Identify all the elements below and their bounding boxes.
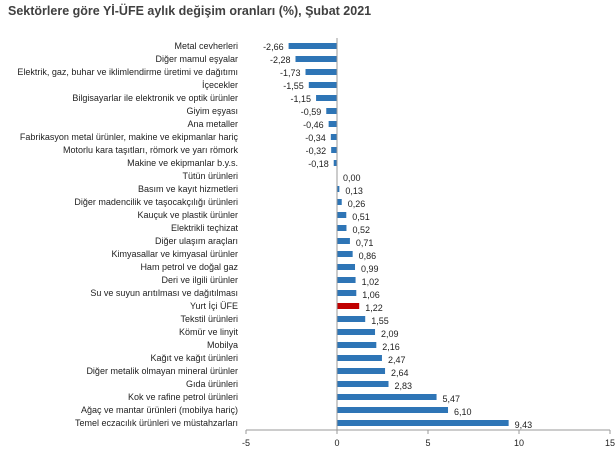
category-label: Ham petrol ve doğal gaz	[140, 262, 238, 272]
x-tick-label: 5	[425, 438, 430, 448]
x-tick-label: 10	[514, 438, 524, 448]
bar	[337, 407, 449, 413]
category-label: Metal cevherleri	[174, 41, 238, 51]
value-label: -2,28	[270, 55, 291, 65]
value-label: -0,34	[305, 133, 326, 143]
value-label: 0,71	[356, 238, 374, 248]
value-label: 0,52	[352, 225, 370, 235]
bar	[305, 69, 337, 75]
bar	[337, 277, 356, 283]
category-label: Tekstil ürünleri	[180, 314, 238, 324]
bar	[330, 134, 337, 140]
category-label: Makine ve ekipmanlar b.y.s.	[127, 158, 238, 168]
bar	[337, 264, 356, 270]
value-label: 0,00	[343, 173, 361, 183]
bar	[337, 342, 377, 348]
category-label: Gıda ürünleri	[186, 379, 238, 389]
bar	[308, 82, 337, 88]
category-label: Basım ve kayıt hizmetleri	[138, 184, 238, 194]
bar	[337, 381, 389, 387]
value-label: 1,06	[362, 290, 380, 300]
category-label: Kağıt ve kağıt ürünleri	[150, 353, 238, 363]
category-label: Motorlu kara taşıtları, römork ve yarı r…	[63, 145, 239, 155]
bar	[295, 56, 337, 62]
bar	[337, 368, 386, 374]
bar	[316, 95, 337, 101]
value-label: 2,64	[391, 368, 409, 378]
value-label: -0,18	[308, 159, 329, 169]
category-label: Ana metaller	[187, 119, 238, 129]
value-label: 0,99	[361, 264, 379, 274]
x-tick-label: 15	[605, 438, 615, 448]
value-label: 0,86	[359, 251, 377, 261]
category-label: Deri ve ilgili ürünler	[161, 275, 238, 285]
category-label: Fabrikasyon metal ürünler, makine ve eki…	[20, 132, 239, 142]
category-label: Kauçuk ve plastik ürünler	[137, 210, 238, 220]
value-label: 2,16	[382, 342, 400, 352]
value-label: -1,73	[280, 68, 301, 78]
bar	[337, 355, 382, 361]
bar	[337, 225, 347, 231]
value-label: -0,32	[306, 146, 327, 156]
category-label: Elektrik, gaz, buhar ve iklimlendirme ür…	[17, 67, 238, 77]
value-label: 0,13	[345, 186, 363, 196]
category-label: İçecekler	[202, 80, 238, 90]
category-label: Su ve suyun arıtılması ve dağıtılması	[90, 288, 238, 298]
value-label: 1,22	[365, 303, 383, 313]
category-label: Mobilya	[207, 340, 238, 350]
value-label: 0,51	[352, 212, 370, 222]
category-label: Diğer mamul eşyalar	[155, 54, 238, 64]
bar	[337, 316, 366, 322]
category-label: Kok ve rafine petrol ürünleri	[128, 392, 238, 402]
bar	[337, 420, 509, 426]
bar	[337, 238, 350, 244]
category-label: Bilgisayarlar ile elektronik ve optik ür…	[72, 93, 238, 103]
bar	[337, 303, 360, 309]
category-label: Temel eczacılık ürünleri ve müstahzarlar…	[75, 418, 238, 428]
bar	[337, 251, 353, 257]
bar	[326, 108, 337, 114]
value-label: 1,02	[362, 277, 380, 287]
category-label: Diğer ulaşım araçları	[155, 236, 238, 246]
bar	[337, 186, 340, 192]
category-label: Diğer madencilik ve taşocakçılığı ürünle…	[74, 197, 238, 207]
value-label: 9,43	[515, 420, 533, 430]
value-label: -0,59	[301, 107, 322, 117]
bar	[328, 121, 337, 127]
category-label: Tütün ürünleri	[182, 171, 238, 181]
chart-title: Sektörlere göre Yİ-ÜFE aylık değişim ora…	[8, 4, 372, 18]
category-label: Ağaç ve mantar ürünleri (mobilya hariç)	[81, 405, 238, 415]
category-label: Giyim eşyası	[186, 106, 238, 116]
category-label: Kimyasallar ve kimyasal ürünler	[111, 249, 238, 259]
value-label: 2,83	[395, 381, 413, 391]
x-tick-label: -5	[242, 438, 250, 448]
bar	[337, 290, 357, 296]
value-label: -1,55	[283, 81, 304, 91]
value-label: 5,47	[443, 394, 461, 404]
category-label: Yurt İçi ÜFE	[190, 301, 238, 311]
value-label: 2,09	[381, 329, 399, 339]
value-label: 6,10	[454, 407, 472, 417]
category-label: Diğer metalik olmayan mineral ürünler	[86, 366, 238, 376]
bar	[288, 43, 337, 49]
value-label: -1,15	[291, 94, 312, 104]
value-label: 0,26	[348, 199, 366, 209]
bar	[331, 147, 337, 153]
value-label: 1,55	[371, 316, 389, 326]
bar	[333, 160, 337, 166]
bar	[337, 199, 342, 205]
value-label: 2,47	[388, 355, 406, 365]
x-tick-label: 0	[334, 438, 339, 448]
value-label: -0,46	[303, 120, 324, 130]
category-label: Kömür ve linyit	[179, 327, 239, 337]
category-label: Elektrikli teçhizat	[171, 223, 239, 233]
bar	[337, 394, 437, 400]
bar	[337, 212, 347, 218]
bar	[337, 329, 376, 335]
value-label: -2,66	[263, 42, 284, 52]
